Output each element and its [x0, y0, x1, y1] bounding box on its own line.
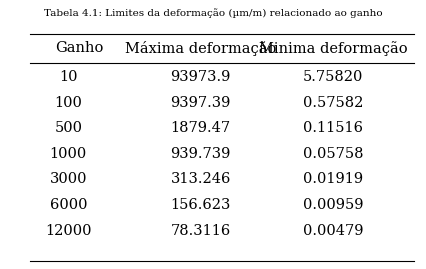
Text: 1879.47: 1879.47	[170, 121, 230, 135]
Text: Tabela 4.1: Limites da deformação (µm/m) relacionado ao ganho: Tabela 4.1: Limites da deformação (µm/m)…	[44, 8, 382, 18]
Text: 78.3116: 78.3116	[170, 224, 230, 238]
Text: Máxima deformação: Máxima deformação	[125, 41, 276, 56]
Text: 156.623: 156.623	[170, 198, 230, 212]
Text: 0.57582: 0.57582	[302, 96, 363, 110]
Text: 3000: 3000	[49, 172, 87, 186]
Text: 1000: 1000	[49, 147, 87, 161]
Text: 939.739: 939.739	[170, 147, 230, 161]
Text: 10: 10	[59, 70, 78, 84]
Text: 313.246: 313.246	[170, 172, 230, 186]
Text: 93973.9: 93973.9	[170, 70, 230, 84]
Text: 6000: 6000	[49, 198, 87, 212]
Text: Ganho: Ganho	[55, 41, 104, 55]
Text: 0.00959: 0.00959	[302, 198, 363, 212]
Text: 12000: 12000	[45, 224, 91, 238]
Text: 5.75820: 5.75820	[302, 70, 363, 84]
Text: 0.00479: 0.00479	[302, 224, 363, 238]
Text: 100: 100	[54, 96, 82, 110]
Text: 0.01919: 0.01919	[302, 172, 362, 186]
Text: 0.05758: 0.05758	[302, 147, 363, 161]
Text: 9397.39: 9397.39	[170, 96, 230, 110]
Text: Minima deformação: Minima deformação	[258, 41, 406, 56]
Text: 0.11516: 0.11516	[302, 121, 362, 135]
Text: 500: 500	[54, 121, 82, 135]
